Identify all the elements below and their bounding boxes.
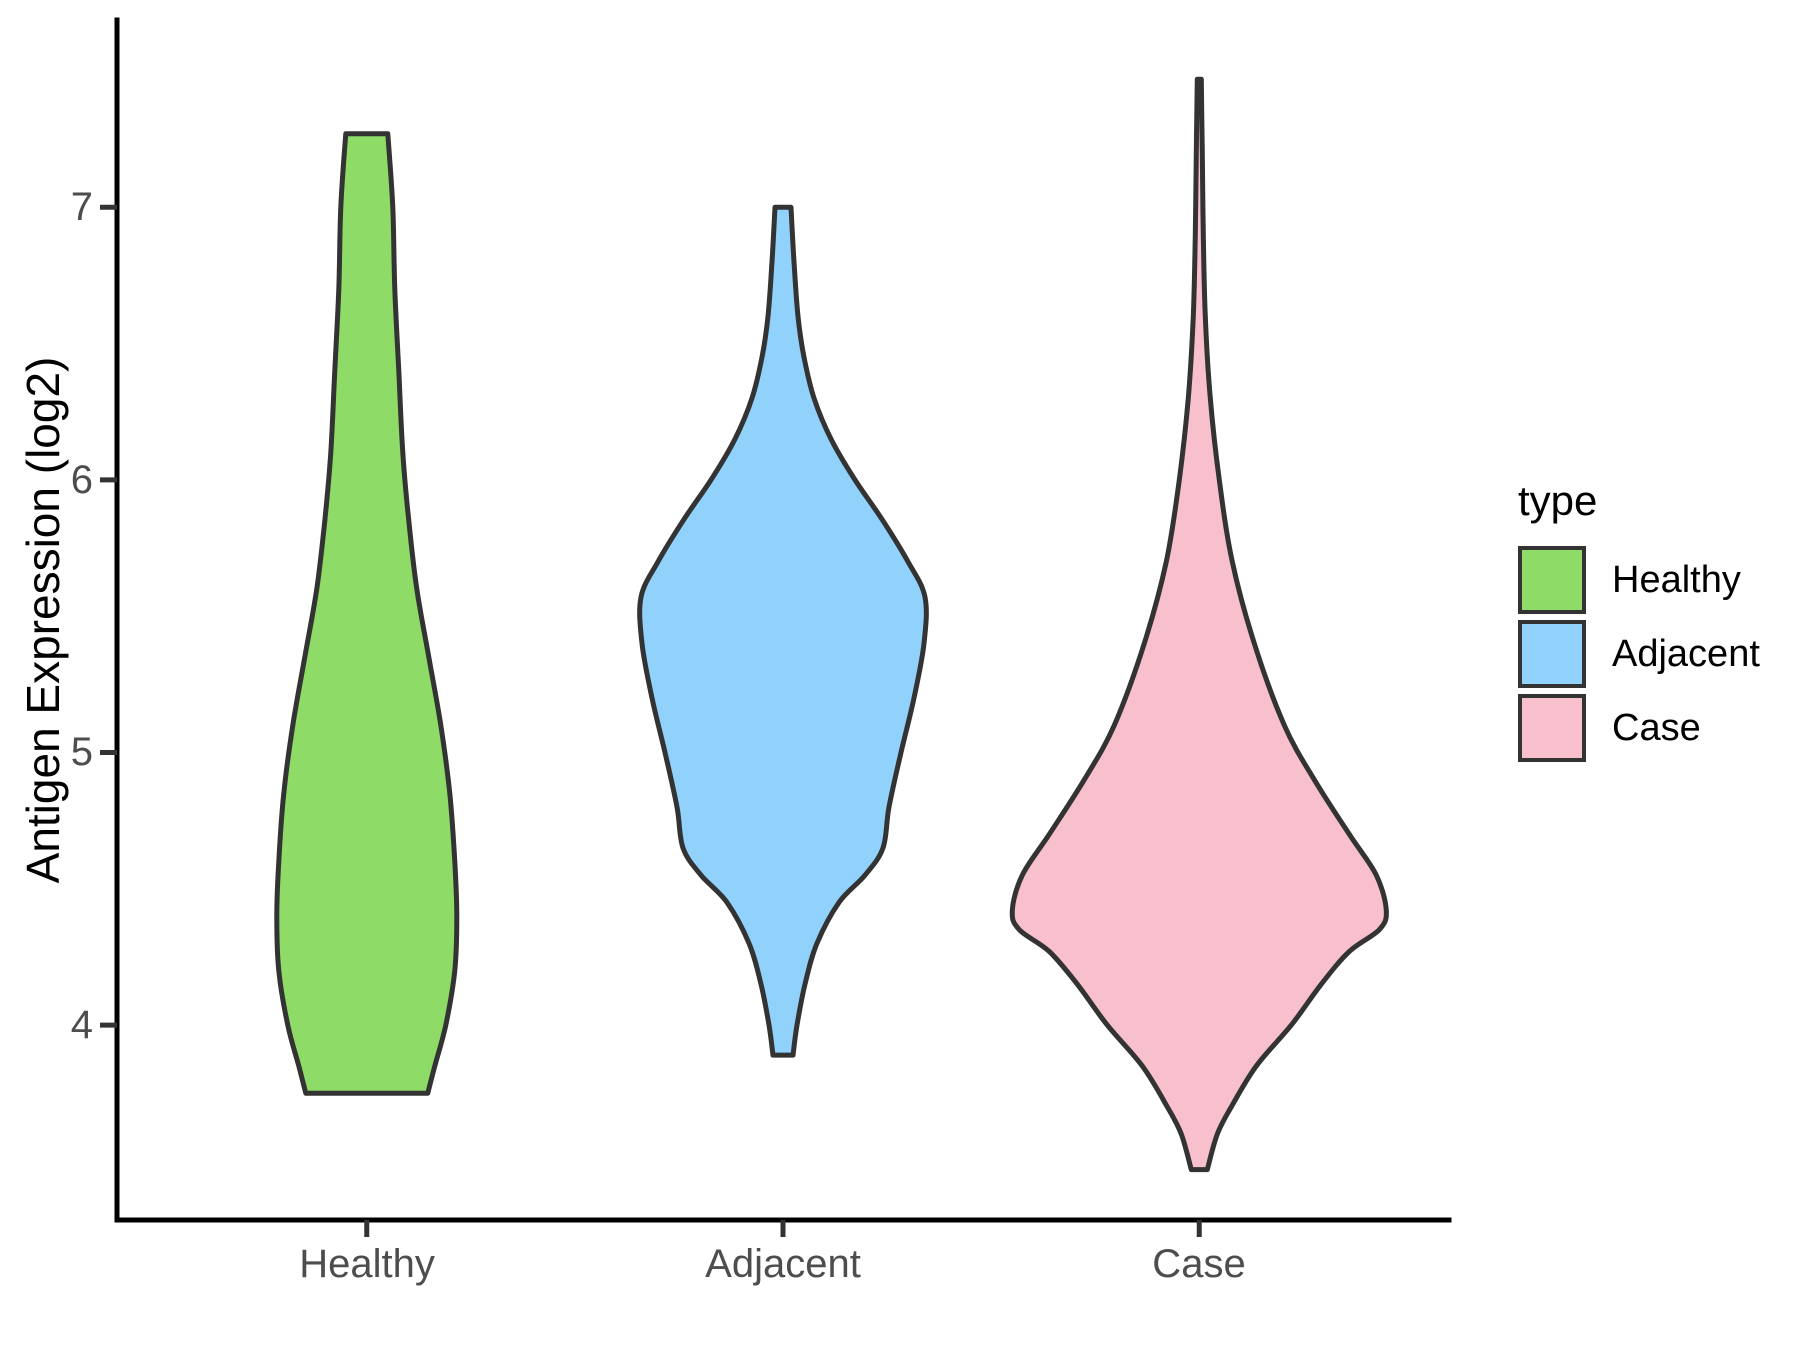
- y-tick-label: 7: [70, 185, 93, 229]
- y-tick-label: 5: [70, 730, 93, 774]
- legend-item-adjacent: Adjacent: [1518, 620, 1760, 688]
- violin-healthy: [274, 131, 460, 1096]
- legend-items: Healthy Adjacent Case: [1518, 546, 1760, 762]
- legend: type Healthy Adjacent Case: [1518, 478, 1760, 768]
- x-tick-label-case: Case: [1152, 1242, 1246, 1286]
- legend-title: type: [1518, 477, 1598, 524]
- legend-swatch-adjacent: [1518, 620, 1586, 688]
- y-axis-title: Antigen Expression (log2): [17, 356, 69, 884]
- y-tick-label: 6: [70, 458, 93, 502]
- x-tick-label-adjacent: Adjacent: [705, 1242, 861, 1286]
- legend-item-healthy: Healthy: [1518, 546, 1760, 614]
- violin-case: [1009, 76, 1389, 1173]
- y-tick-label: 4: [70, 1003, 93, 1047]
- legend-label: Case: [1612, 706, 1701, 749]
- legend-swatch-case: [1518, 694, 1586, 762]
- legend-label: Adjacent: [1612, 632, 1760, 675]
- legend-item-case: Case: [1518, 694, 1760, 762]
- legend-label: Healthy: [1612, 558, 1741, 601]
- legend-swatch-healthy: [1518, 546, 1586, 614]
- violin-adjacent: [637, 204, 929, 1058]
- x-tick-label-healthy: Healthy: [299, 1242, 435, 1286]
